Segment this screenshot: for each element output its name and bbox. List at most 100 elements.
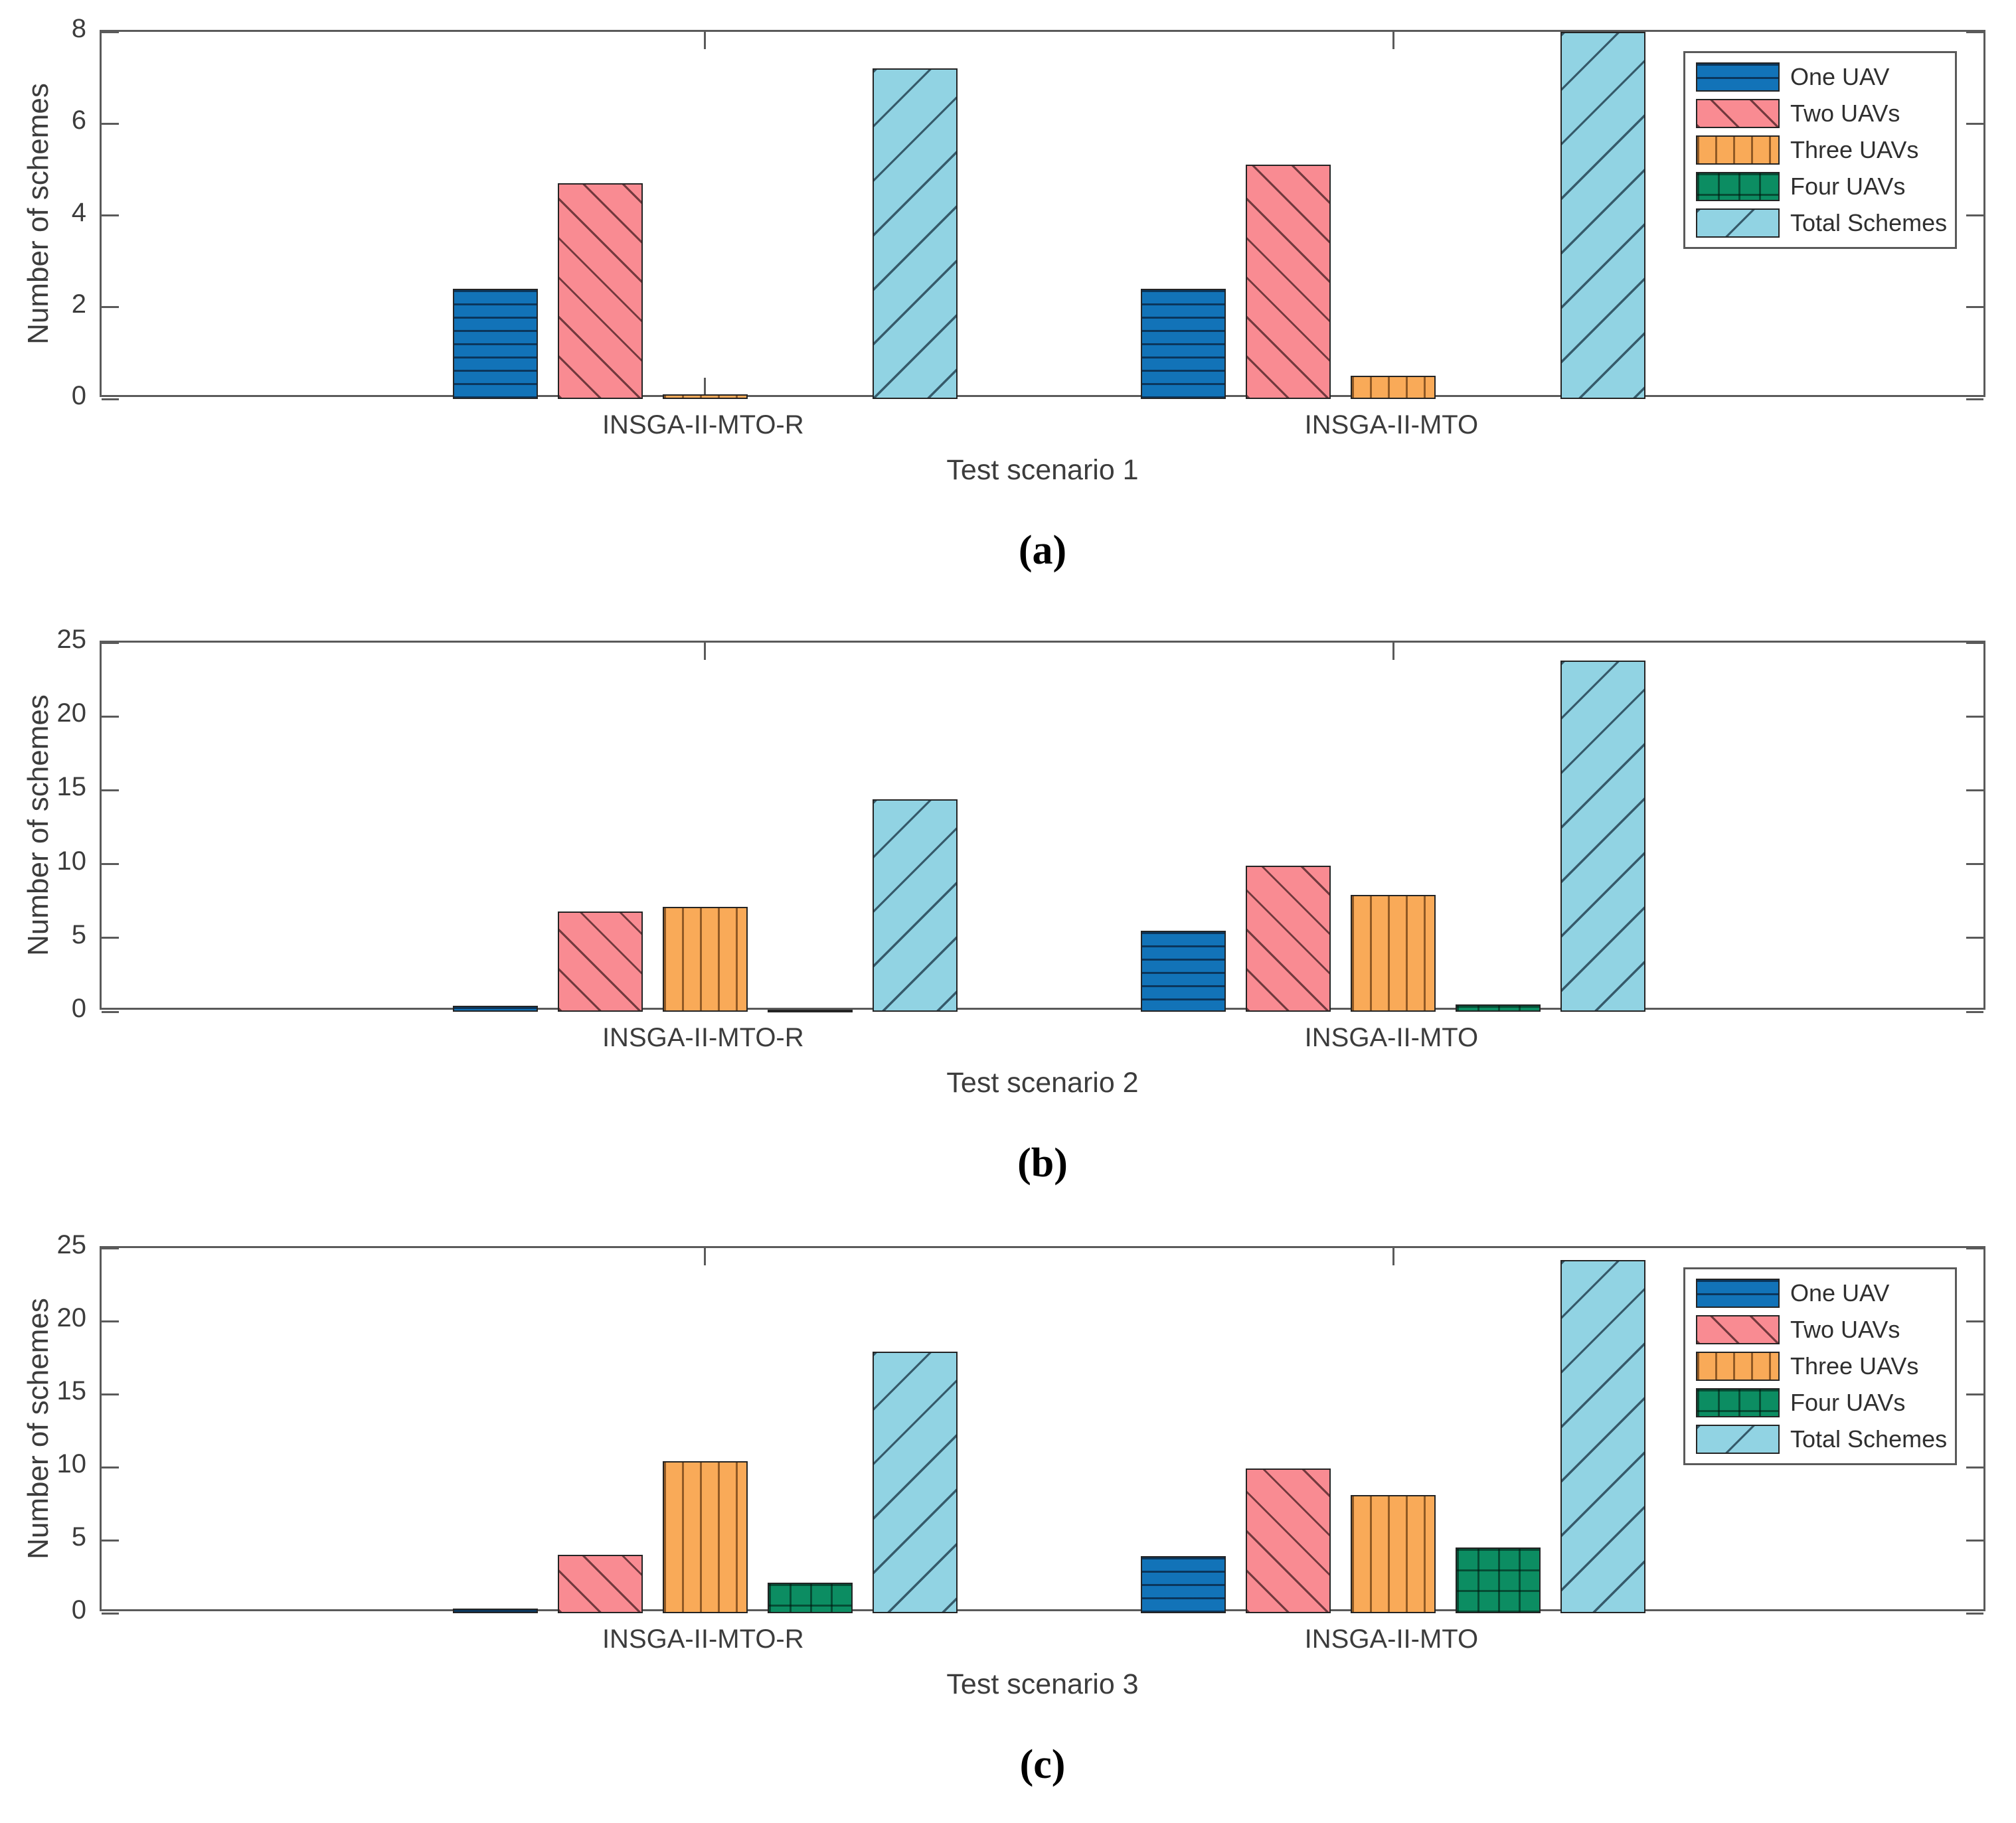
bar-four-uavs: [1456, 1004, 1541, 1012]
y-tick-mark-left: [102, 641, 119, 644]
y-tick-label: 10: [56, 846, 87, 876]
x-tick-mark-top: [1392, 32, 1394, 49]
legend-box: One UAV Two UAVs Three UAVs Four UAVs Total …: [1683, 1267, 1957, 1465]
legend-label: Three UAVs: [1790, 1352, 1919, 1380]
y-tick-label: 8: [71, 14, 86, 43]
y-tick-label: 10: [56, 1449, 87, 1478]
bar-three-uavs: [1351, 1494, 1436, 1613]
bar-total-schemes: [872, 799, 958, 1012]
y-tick-label: 0: [71, 1595, 86, 1625]
y-tick-mark-left: [102, 122, 119, 125]
bar-two-uavs: [557, 183, 643, 399]
y-tick-label: 0: [71, 994, 86, 1023]
y-tick-label: 15: [56, 1376, 87, 1405]
bar-total-schemes: [872, 1352, 958, 1613]
legend-swatch-four-uavs: [1696, 172, 1780, 201]
y-tick-mark-right: [1966, 1320, 1983, 1322]
y-tick-mark-right: [1966, 398, 1983, 400]
bar-three-uavs: [662, 907, 748, 1012]
x-tick-label: INSGA-II-MTO-R: [602, 1023, 804, 1052]
y-tick-mark-right: [1966, 1010, 1983, 1013]
y-tick-mark-left: [102, 1320, 119, 1322]
bar-one-uav: [1141, 289, 1226, 399]
legend-item: Four UAVs: [1696, 1388, 1944, 1417]
legend-swatch-three-uavs: [1696, 135, 1780, 165]
plot-area-c: [100, 1246, 1985, 1615]
x-tick-label: INSGA-II-MTO: [1304, 410, 1479, 439]
y-tick-label: 25: [56, 1230, 87, 1259]
bar-two-uavs: [1246, 165, 1331, 399]
legend-label: Three UAVs: [1790, 136, 1919, 163]
y-tick-mark-right: [1966, 937, 1983, 939]
legend-label: Four UAVs: [1790, 173, 1906, 200]
bar-two-uavs: [557, 1555, 643, 1613]
legend-box: One UAV Two UAVs Three UAVs Four UAVs Total …: [1683, 51, 1957, 249]
bar-three-uavs: [662, 394, 748, 399]
y-tick-mark-left: [102, 863, 119, 866]
bar-one-uav: [1141, 930, 1226, 1012]
bar-one-uav: [1141, 1556, 1226, 1613]
y-tick-mark-left: [102, 1466, 119, 1468]
y-tick-label: 20: [56, 698, 87, 728]
bar-total-schemes: [1560, 660, 1646, 1012]
y-tick-mark-left: [102, 1612, 119, 1615]
legend-item: Total Schemes: [1696, 208, 1948, 238]
y-tick-mark-right: [1966, 306, 1983, 309]
plot-area-a: [100, 30, 1985, 400]
x-axis-label-c: Test scenario 3: [946, 1668, 1139, 1700]
bar-one-uav: [452, 1609, 538, 1613]
y-tick-mark-left: [102, 31, 119, 33]
legend-item: Two UAVs: [1696, 99, 1944, 128]
x-tick-mark-bottom: [704, 378, 707, 395]
legend-label: Two UAVs: [1790, 100, 1900, 127]
y-tick-mark-right: [1966, 122, 1983, 125]
subfigure-caption-c: (c): [1019, 1742, 1066, 1787]
y-tick-mark-right: [1966, 1612, 1983, 1615]
y-tick-mark-left: [102, 789, 119, 791]
bar-total-schemes: [1560, 1259, 1646, 1613]
legend-swatch-two-uavs: [1696, 99, 1780, 128]
legend-label: Total Schemes: [1790, 209, 1948, 236]
bar-four-uavs: [767, 1009, 853, 1012]
bar-total-schemes: [872, 68, 958, 399]
legend-label: One UAV: [1790, 63, 1890, 90]
x-tick-mark-top: [1392, 643, 1394, 660]
legend-item: Three UAVs: [1696, 1352, 1944, 1381]
y-tick-label: 20: [56, 1303, 87, 1332]
y-tick-mark-right: [1966, 1247, 1983, 1249]
y-tick-mark-right: [1966, 31, 1983, 33]
y-tick-label: 5: [71, 919, 86, 949]
y-tick-mark-left: [102, 1539, 119, 1542]
legend-label: One UAV: [1790, 1279, 1890, 1307]
y-tick-label: 15: [56, 772, 87, 802]
bar-total-schemes: [1560, 32, 1646, 399]
legend-label: Two UAVs: [1790, 1316, 1900, 1343]
bar-three-uavs: [1351, 895, 1436, 1012]
x-axis-label-b: Test scenario 2: [946, 1067, 1139, 1099]
y-tick-label: 6: [71, 106, 86, 135]
legend-swatch-total-schemes: [1696, 1425, 1780, 1454]
x-tick-label: INSGA-II-MTO: [1304, 1023, 1479, 1052]
x-tick-mark-top: [704, 1248, 707, 1265]
x-tick-label: INSGA-II-MTO-R: [602, 410, 804, 439]
y-tick-mark-left: [102, 715, 119, 718]
bar-one-uav: [452, 1006, 538, 1012]
legend-item: Four UAVs: [1696, 172, 1944, 201]
bar-four-uavs: [767, 1582, 853, 1613]
bar-one-uav: [452, 289, 538, 399]
y-tick-mark-left: [102, 1393, 119, 1395]
x-tick-label: INSGA-II-MTO-R: [602, 1625, 804, 1654]
y-tick-mark-right: [1966, 1539, 1983, 1542]
y-tick-mark-left: [102, 306, 119, 309]
y-tick-mark-left: [102, 1010, 119, 1013]
y-tick-label: 25: [56, 625, 87, 654]
x-tick-mark-top: [704, 643, 707, 660]
y-tick-mark-right: [1966, 214, 1983, 216]
x-axis-label-a: Test scenario 1: [946, 454, 1139, 486]
bar-four-uavs: [1456, 1547, 1541, 1613]
bar-two-uavs: [1246, 1468, 1331, 1613]
legend-swatch-three-uavs: [1696, 1352, 1780, 1381]
subfigure-caption-b: (b): [1017, 1141, 1068, 1186]
bar-two-uavs: [1246, 865, 1331, 1012]
bar-two-uavs: [557, 911, 643, 1012]
